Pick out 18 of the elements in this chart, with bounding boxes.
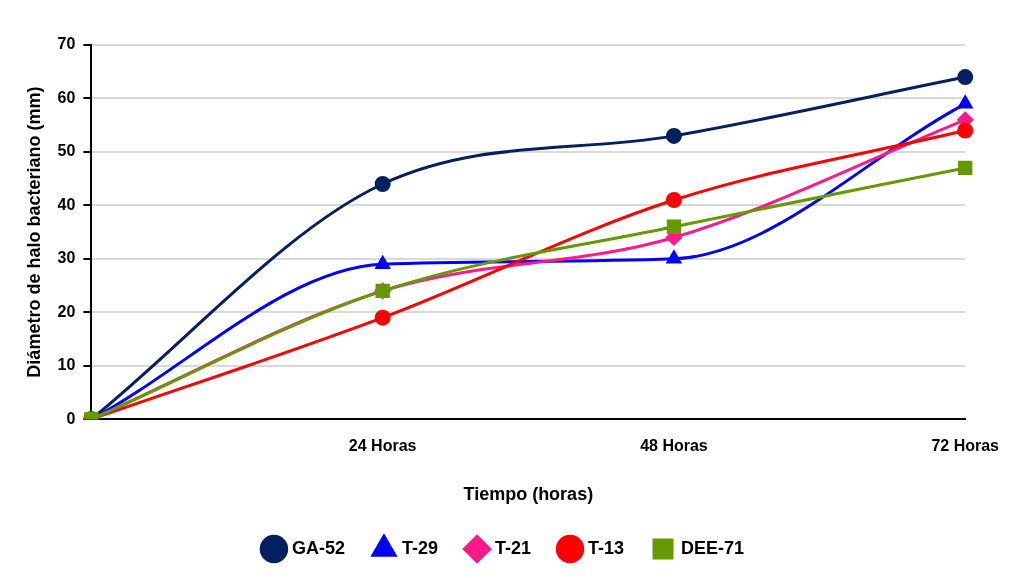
legend-label: T-21 bbox=[494, 537, 532, 558]
x-tick-label: 72 Horas bbox=[931, 437, 1000, 455]
legend-label: T-29 bbox=[401, 537, 438, 558]
x-tick-label: 24 Horas bbox=[348, 437, 417, 455]
legend-label: GA-52 bbox=[291, 537, 345, 558]
x-axis-title: Tiempo (horas) bbox=[463, 484, 594, 505]
x-tick-label: 48 Horas bbox=[640, 437, 708, 455]
legend-label: T-13 bbox=[588, 537, 625, 558]
y-tick-label: 30 bbox=[57, 249, 76, 267]
y-tick-label: 20 bbox=[57, 302, 76, 320]
y-tick-label: 40 bbox=[57, 195, 76, 213]
legend-label: DEE-71 bbox=[681, 537, 745, 558]
y-tick-label: 10 bbox=[57, 356, 76, 374]
y-tick-label: 50 bbox=[57, 142, 76, 160]
y-tick-label: 70 bbox=[57, 35, 76, 53]
y-tick-label: 60 bbox=[57, 88, 76, 106]
y-axis-title: Diámetro de halo bacteriano (mm) bbox=[23, 86, 44, 378]
y-tick-label: 0 bbox=[66, 409, 76, 427]
